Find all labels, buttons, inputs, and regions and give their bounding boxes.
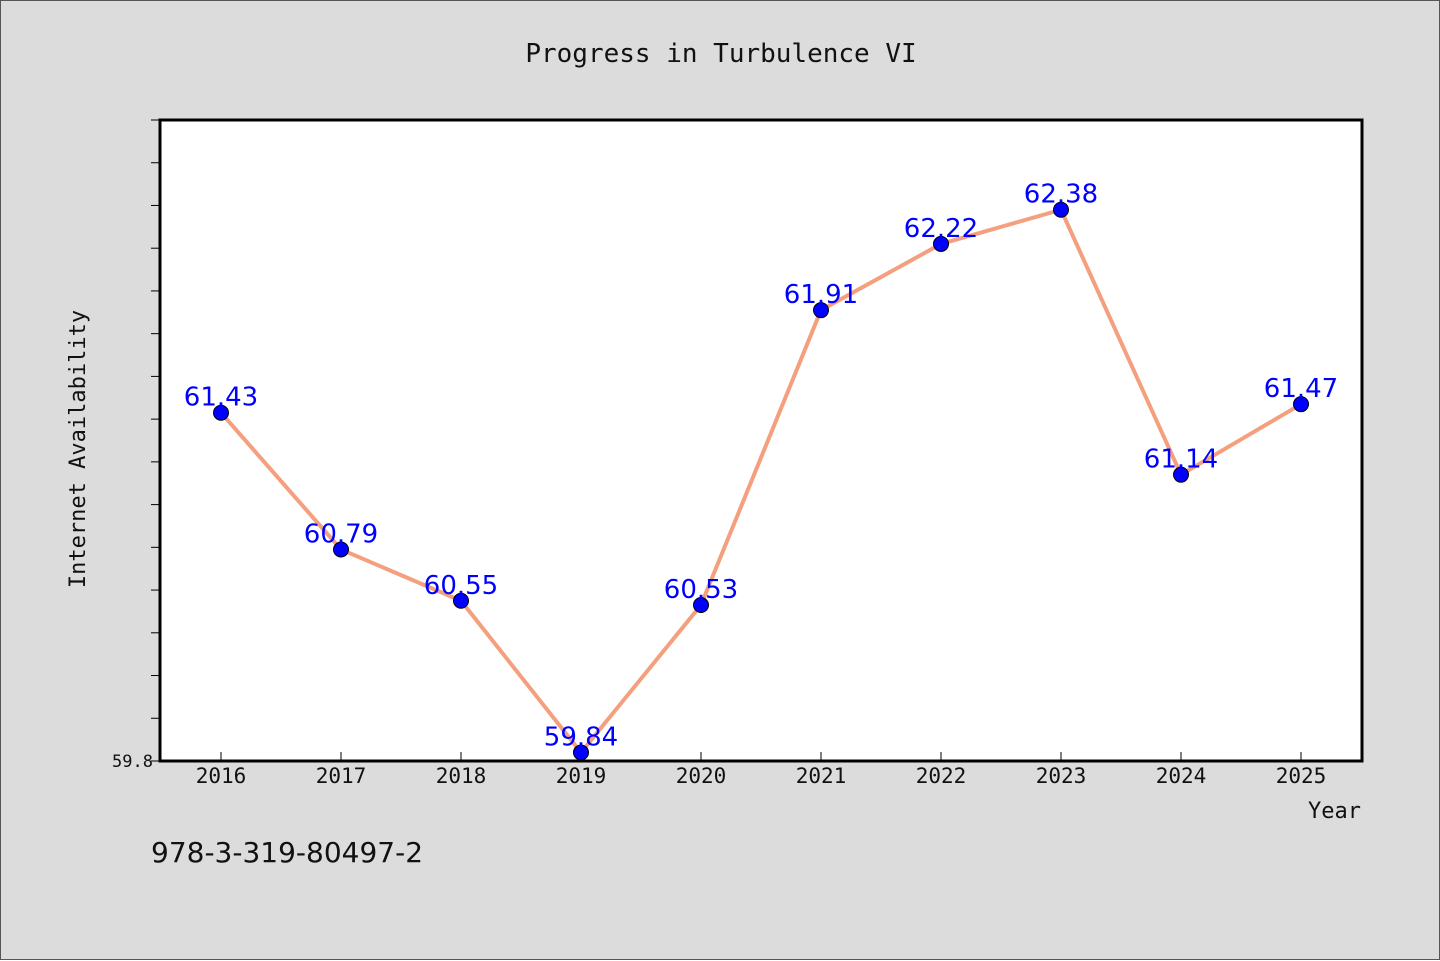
data-label: 60.53 (664, 575, 738, 605)
data-point-marker (1293, 396, 1309, 413)
data-label: 61.43 (184, 383, 258, 413)
x-tick-label: 2020 (676, 764, 727, 788)
x-tick-label: 2016 (196, 764, 247, 788)
chart-title: Progress in Turbulence VI (525, 39, 916, 69)
data-point-marker (693, 597, 709, 614)
data-label: 60.55 (424, 571, 498, 601)
y-axis-label: Internet Availability (66, 310, 91, 588)
x-tick-label: 2023 (1036, 764, 1087, 788)
x-axis: 2016 2017 2018 2019 2020 2021 2022 2023 2024 2025 (196, 752, 1327, 788)
x-tick-label: 2021 (796, 764, 847, 788)
data-point-marker (933, 235, 949, 252)
data-label: 61.47 (1264, 374, 1338, 404)
data-label: 61.14 (1144, 445, 1218, 475)
series-line-group: 61.43 60.79 60.55 59.84 60.53 61.91 62.22 62.38… (184, 180, 1338, 761)
data-point-marker (1173, 466, 1189, 483)
data-point-marker (813, 302, 829, 319)
data-label: 61.91 (784, 280, 858, 310)
x-axis-label: Year (1308, 799, 1361, 824)
isbn-caption: 978-3-319-80497-2 (151, 836, 424, 869)
plot-area (158, 118, 1364, 763)
x-tick-label: 2022 (916, 764, 967, 788)
data-point-marker (213, 404, 229, 421)
x-tick-label: 2017 (316, 764, 367, 788)
y-axis-ticks (151, 119, 160, 762)
series-line (219, 207, 1303, 755)
data-point-marker (573, 744, 589, 761)
data-label: 59.84 (544, 722, 618, 752)
data-label: 60.79 (304, 519, 378, 549)
data-point-marker (333, 541, 349, 558)
x-tick-label: 2024 (1156, 764, 1207, 788)
y-tick-label: 59.8 (112, 752, 153, 772)
data-point-marker (453, 592, 469, 609)
x-tick-label: 2019 (556, 764, 607, 788)
data-label: 62.22 (904, 214, 978, 244)
data-label: 62.38 (1024, 180, 1098, 210)
x-tick-label: 2018 (436, 764, 487, 788)
x-tick-label: 2025 (1276, 764, 1327, 788)
data-point-marker (1053, 201, 1069, 218)
